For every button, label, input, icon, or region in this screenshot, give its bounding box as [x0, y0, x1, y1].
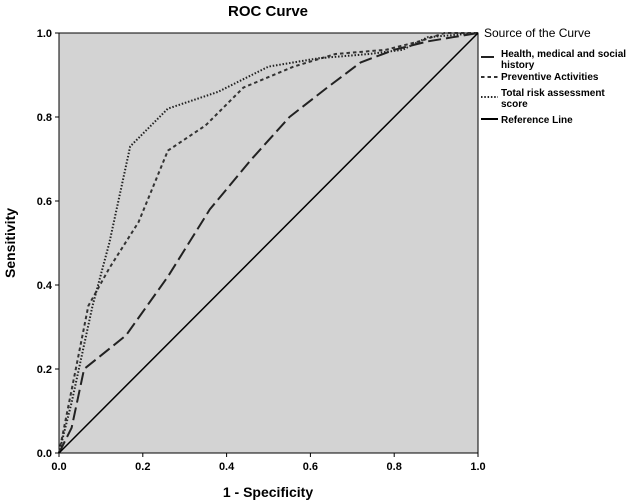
x-axis-title: 1 - Specificity — [223, 484, 313, 500]
x-tick-label: 0.4 — [219, 461, 235, 473]
series-line-1 — [58, 32, 479, 454]
legend-title: Source of the Curve — [484, 26, 591, 40]
legend-label: Total risk assessment score — [501, 88, 605, 110]
legend-label: Reference Line — [501, 115, 573, 126]
y-tick-label: 0.6 — [37, 196, 52, 208]
series-line-2 — [58, 32, 478, 454]
chart-title: ROC Curve — [228, 3, 308, 20]
y-tick-label: 1.0 — [37, 28, 52, 40]
y-axis-title: Sensitivity — [2, 208, 18, 278]
ticks-layer: 0.0 0.2 0.4 0.6 0.8 1.0 0.0 0.2 0.4 0.6 0.8 1.0 — [37, 28, 486, 473]
legend-items: Health, medical and social historyPrevent… — [481, 49, 626, 126]
y-tick-label: 0.4 — [37, 280, 53, 292]
y-tick-label: 0.2 — [37, 364, 52, 376]
x-tick-label: 0.0 — [51, 461, 66, 473]
series-layer — [58, 32, 479, 454]
x-tick-label: 0.2 — [135, 461, 150, 473]
series-line-4 — [58, 32, 479, 454]
x-tick-label: 0.6 — [303, 461, 318, 473]
y-tick-label: 0.0 — [37, 448, 52, 460]
y-tick-label: 0.8 — [37, 112, 52, 124]
x-tick-label: 0.8 — [387, 461, 402, 473]
legend: Source of the Curve Health, medical and … — [481, 26, 626, 126]
legend-label: Health, medical and social history — [501, 49, 626, 71]
legend-label: Preventive Activities — [501, 72, 599, 83]
x-tick-label: 1.0 — [470, 461, 485, 473]
